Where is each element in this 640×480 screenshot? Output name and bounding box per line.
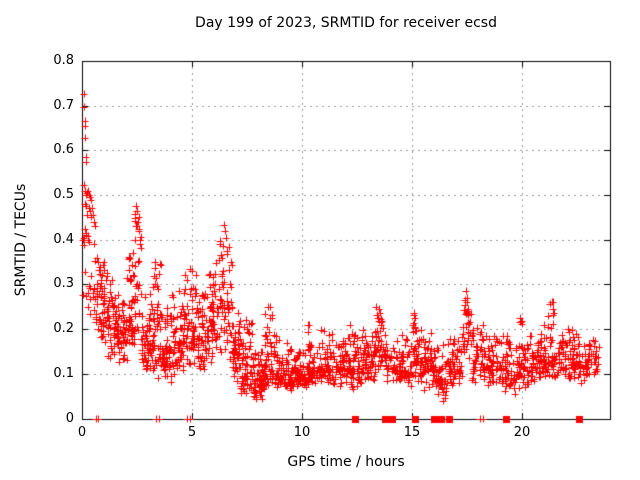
y-tick-label: 0.7 <box>53 97 74 113</box>
y-tick-label: 0.6 <box>53 142 74 158</box>
y-tick-label: 0.4 <box>53 231 74 247</box>
x-tick-label: 0 <box>77 424 87 440</box>
y-tick-label: 0.1 <box>53 365 74 381</box>
y-tick-label: 0 <box>65 410 74 426</box>
y-tick-label: 0.3 <box>53 276 74 292</box>
y-axis-title: SRMTID / TECUs <box>13 183 29 297</box>
y-tick-label: 0.8 <box>53 53 74 68</box>
x-tick-label: 20 <box>513 424 531 440</box>
x-axis-title: GPS time / hours <box>287 454 405 470</box>
x-tick-label: 10 <box>293 424 311 440</box>
x-tick-label: 15 <box>403 424 421 440</box>
chart-title: Day 199 of 2023, SRMTID for receiver ecs… <box>195 15 497 31</box>
y-tick-label: 0.5 <box>53 187 74 203</box>
y-tick-label: 0.2 <box>53 321 74 337</box>
x-tick-label: 5 <box>187 424 197 440</box>
